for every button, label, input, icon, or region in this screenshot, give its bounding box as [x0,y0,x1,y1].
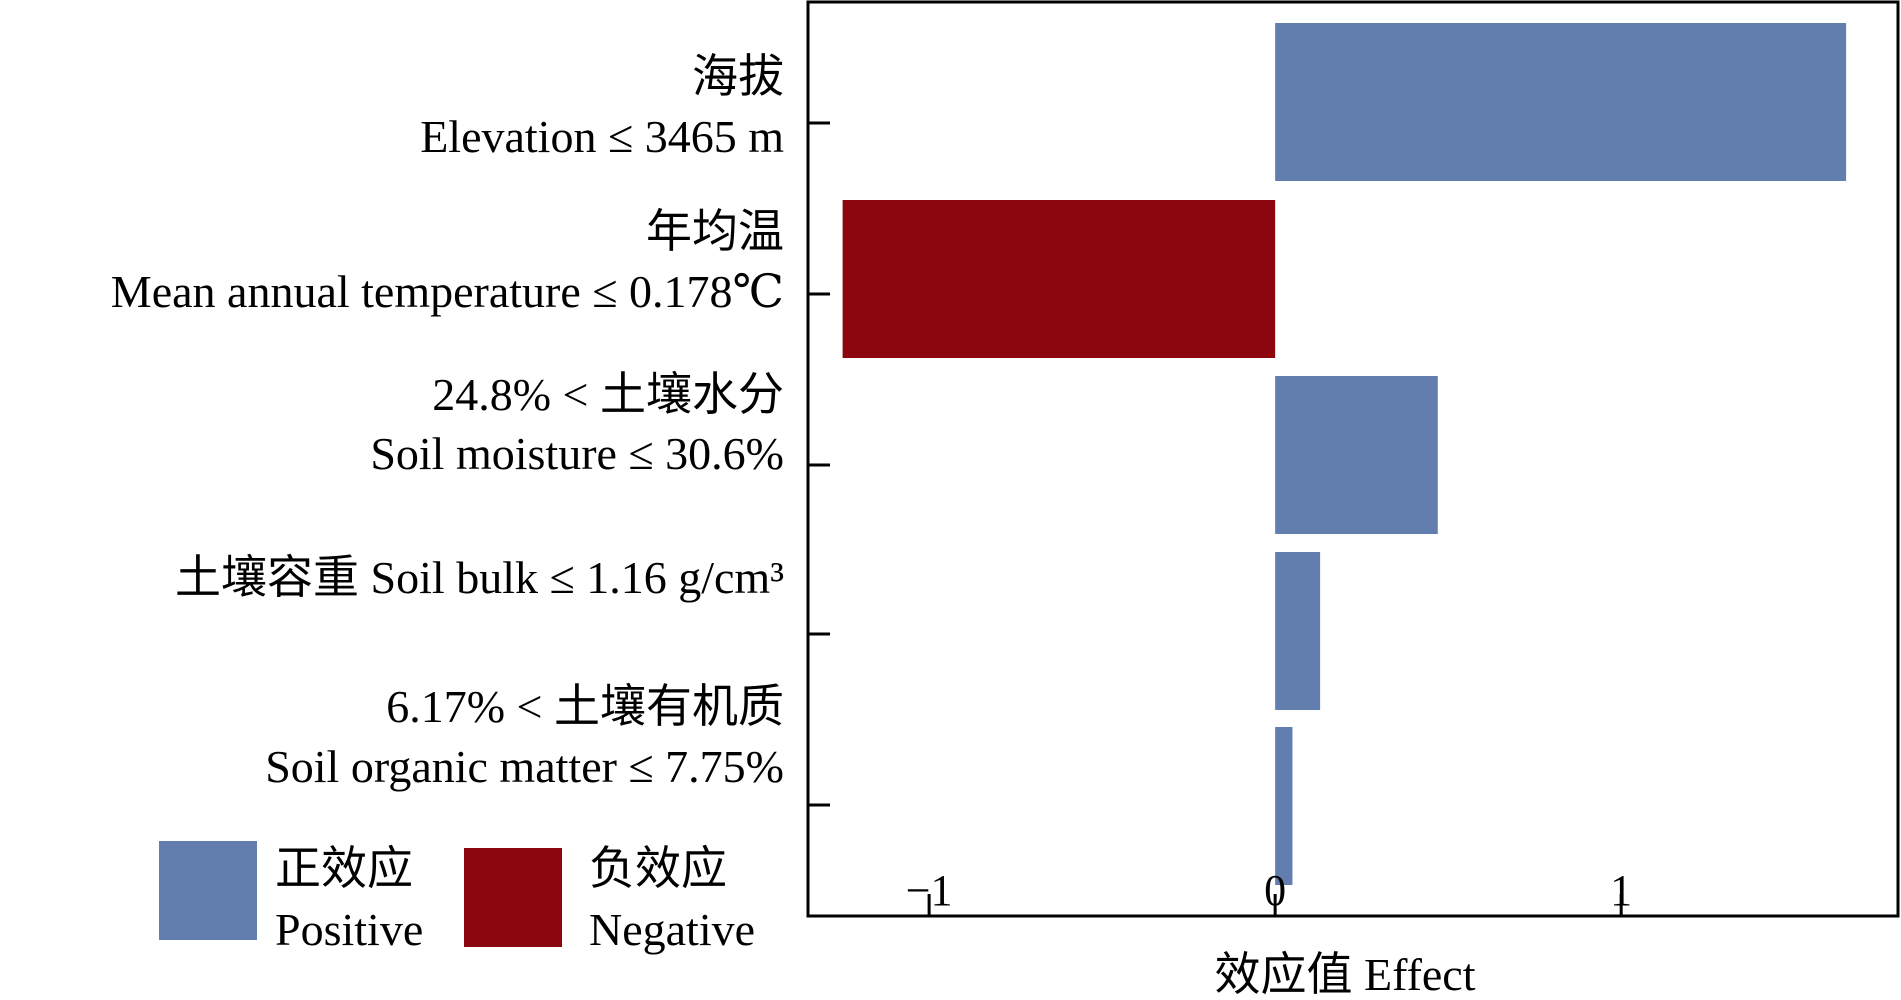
legend-swatch-positive [159,841,257,940]
bar-2 [842,200,1276,358]
y-tick-label-zh: 土壤容重 Soil bulk ≤ 1.16 g/cm³ [175,552,784,603]
bar-5 [1275,727,1293,885]
legend-label-zh: 负效应 [589,843,727,894]
y-tick-label-en: Soil organic matter ≤ 7.75% [265,741,784,792]
y-tick-label-zh: 6.17% < 土壤有机质 [386,681,784,732]
plot-frame [806,0,1900,918]
y-tick-label-zh: 24.8% < 土壤水分 [432,369,784,420]
y-tick-label-zh: 年均温 [646,206,784,257]
legend-label-en: Positive [275,904,423,955]
x-tick-label: 0 [1264,866,1286,915]
bar-3 [1275,376,1438,534]
y-tick-label-en: Soil moisture ≤ 30.6% [370,428,784,479]
y-tick-label-zh: 海拔 [692,51,784,102]
y-tick-label-en: Elevation ≤ 3465 m [420,111,784,162]
x-tick-label: 1 [1610,866,1632,915]
x-tick-label: −1 [906,866,953,915]
legend-swatch-negative [464,848,562,947]
bar-4 [1275,552,1321,710]
x-axis-title: 效应值 Effect [1214,949,1475,1000]
bar-1 [1275,23,1847,181]
legend-label-zh: 正效应 [275,843,413,894]
y-tick-label-en: Mean annual temperature ≤ 0.178℃ [111,266,784,317]
legend-label-en: Negative [589,904,755,955]
